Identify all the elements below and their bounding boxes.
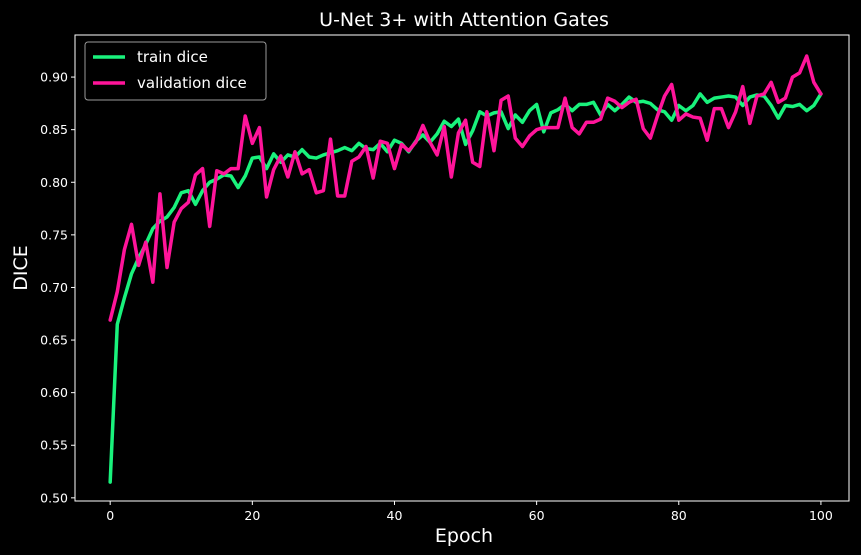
x-tick-label: 40: [387, 508, 403, 523]
axes-frame: [74, 34, 850, 502]
x-tick-label: 20: [244, 508, 260, 523]
legend-label: train dice: [137, 48, 208, 66]
series-line-1: [108, 54, 823, 322]
y-tick-label: 0.75: [40, 227, 68, 242]
x-tick-label: 0: [106, 508, 114, 523]
y-tick-label: 0.85: [40, 122, 68, 137]
plot-area: [108, 54, 823, 484]
x-axis: 0 20 40 60 80 100: [106, 501, 833, 523]
y-tick-label: 0.90: [40, 70, 68, 85]
y-tick-label: 0.80: [40, 175, 68, 190]
x-tick-label: 60: [529, 508, 545, 523]
x-axis-label: Epoch: [435, 525, 493, 547]
legend-box: [84, 41, 267, 101]
y-tick-label: 0.60: [40, 385, 68, 400]
x-tick-label: 80: [671, 508, 687, 523]
chart-title: U-Net 3+ with Attention Gates: [319, 9, 609, 31]
y-axis-label: DICE: [10, 245, 32, 291]
series-line-0: [108, 92, 823, 484]
y-tick-label: 0.55: [40, 438, 68, 453]
y-axis: 0.50 0.55 0.60 0.65 0.70 0.75 0.80 0.85 0.90: [40, 70, 75, 505]
y-tick-label: 0.50: [40, 490, 68, 505]
legend: train dice validation dice: [84, 41, 267, 101]
x-tick-label: 100: [809, 508, 833, 523]
y-tick-label: 0.70: [40, 280, 68, 295]
legend-label: validation dice: [137, 74, 247, 92]
y-tick-label: 0.65: [40, 333, 68, 348]
